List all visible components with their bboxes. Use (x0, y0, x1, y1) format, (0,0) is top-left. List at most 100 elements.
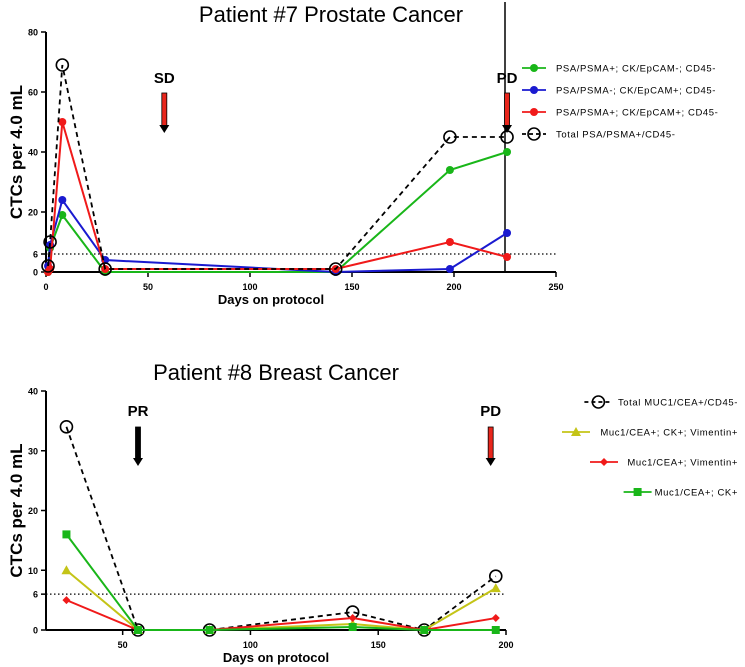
y-tick-label: 6 (33, 590, 38, 600)
x-tick-label: 50 (143, 282, 153, 292)
series (44, 196, 512, 276)
data-point (600, 458, 608, 466)
legend-label: Total MUC1/CEA+/CD45- (618, 398, 738, 409)
data-point (445, 265, 454, 273)
data-point (445, 238, 454, 246)
data-point (503, 253, 512, 261)
arrow-icon (159, 125, 170, 133)
data-point (490, 583, 501, 593)
series-line (65, 533, 496, 631)
data-point (43, 235, 57, 249)
chart-2: Patient #8 Breast Cancer 0 6 10 20 30 40 50 100 1… (7, 360, 514, 665)
data-point (633, 488, 642, 496)
y-tick-label: 6 (33, 250, 38, 260)
legend-label: Muc1/CEA+; CK+ (655, 488, 738, 499)
x-tick-label: 200 (446, 282, 461, 292)
legend-label: PSA/PSMA-; CK/EpCAM+; CD45- (556, 86, 716, 97)
y-tick-label: 80 (28, 28, 38, 38)
data-point (98, 262, 112, 276)
data-point (55, 58, 70, 72)
annotation-label: PD (480, 403, 501, 420)
x-axis-label: Days on protocol (218, 292, 324, 307)
legend: Total MUC1/CEA+/CD45- Muc1/CEA+; CK+; Vim… (562, 395, 738, 499)
data-point (205, 626, 214, 634)
series-line (65, 426, 497, 631)
y-tick-label: 20 (28, 208, 38, 218)
annotation-label: SD (154, 70, 175, 87)
data-point (58, 118, 67, 126)
legend: PSA/PSMA+; CK/EpCAM-; CD45- PSA/PSMA-; CK… (522, 64, 718, 141)
y-tick-label: 0 (33, 626, 38, 636)
arrow-icon (485, 458, 496, 466)
chart-title: Patient #7 Prostate Cancer (199, 2, 463, 27)
series (44, 148, 512, 276)
data-point (491, 614, 500, 623)
series-line (47, 197, 508, 274)
data-point (41, 259, 55, 273)
data-point (445, 166, 454, 174)
series-line (66, 599, 496, 632)
data-point (527, 127, 541, 141)
x-tick-label: 200 (498, 640, 513, 650)
x-tick-label: 50 (118, 640, 128, 650)
data-point (58, 196, 67, 204)
chart-title: Patient #8 Breast Cancer (153, 360, 399, 385)
arrow-icon (487, 426, 494, 460)
data-point (328, 262, 343, 276)
arrow-icon (135, 426, 141, 460)
data-point (58, 211, 67, 219)
data-point (530, 86, 538, 94)
series (62, 530, 500, 634)
legend-label: Total PSA/PSMA+/CD45- (556, 130, 676, 141)
data-point (61, 565, 72, 575)
data-point (348, 623, 357, 632)
data-point (62, 596, 71, 605)
data-point (491, 626, 500, 634)
data-point (59, 420, 74, 434)
series-line (65, 569, 497, 632)
data-point (503, 229, 512, 237)
series-line (47, 121, 508, 273)
x-tick-label: 0 (43, 282, 48, 292)
y-tick-label: 40 (28, 148, 38, 158)
annotation-label: PD (497, 70, 518, 87)
y-tick-label: 20 (28, 506, 38, 516)
data-point (503, 148, 512, 156)
arrow-icon (502, 125, 513, 133)
y-tick-label: 10 (28, 566, 38, 576)
arrow-icon (504, 92, 510, 127)
series (59, 420, 503, 637)
series (44, 118, 512, 276)
data-point (134, 626, 142, 634)
data-point (530, 108, 538, 116)
data-point (420, 626, 429, 634)
data-point (348, 614, 357, 623)
x-tick-label: 150 (371, 640, 386, 650)
data-point (62, 530, 71, 539)
x-tick-label: 150 (344, 282, 359, 292)
x-tick-label: 100 (242, 282, 257, 292)
data-point (443, 130, 457, 144)
arrow-icon (133, 458, 143, 466)
y-axis-label: CTCs per 4.0 mL (7, 85, 26, 219)
data-point (488, 569, 503, 584)
legend-label: Muc1/CEA+; Vimentin+ (627, 458, 738, 469)
y-tick-label: 0 (33, 268, 38, 278)
data-point (571, 427, 581, 436)
annotation-label: PR (128, 403, 149, 420)
x-tick-label: 250 (548, 282, 563, 292)
data-point (591, 395, 606, 409)
legend-label: PSA/PSMA+; CK/EpCAM+; CD45- (556, 108, 718, 119)
y-axis-label: CTCs per 4.0 mL (7, 443, 26, 577)
data-point (500, 130, 514, 144)
y-tick-label: 30 (28, 446, 38, 456)
y-tick-label: 40 (28, 387, 38, 397)
y-tick-label: 60 (28, 88, 38, 98)
x-tick-label: 100 (243, 640, 258, 650)
data-point (530, 64, 538, 72)
legend-label: PSA/PSMA+; CK/EpCAM-; CD45- (556, 64, 716, 75)
legend-label: Muc1/CEA+; CK+; Vimentin+ (600, 428, 738, 439)
x-axis-label: Days on protocol (223, 650, 329, 665)
